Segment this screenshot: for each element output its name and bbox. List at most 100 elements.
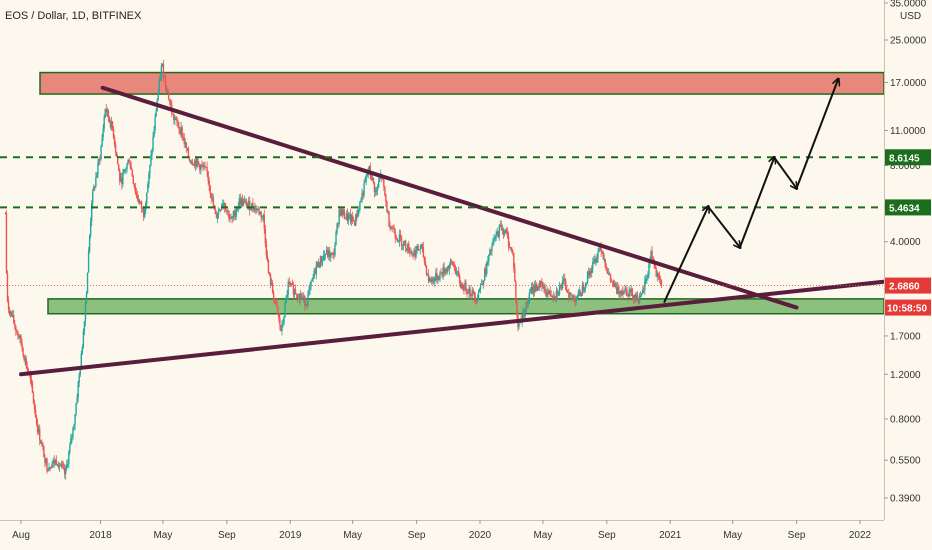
- candle: [163, 75, 166, 78]
- candle: [483, 267, 486, 281]
- candle: [409, 247, 411, 257]
- candle: [33, 399, 36, 414]
- descending-trendline[interactable]: [100, 85, 799, 310]
- candle: [245, 198, 248, 208]
- candle: [244, 198, 247, 205]
- candle: [396, 237, 399, 243]
- candle: [657, 272, 660, 281]
- candle: [228, 210, 230, 222]
- candle: [385, 193, 387, 208]
- candle: [71, 433, 73, 444]
- support-zone[interactable]: [47, 298, 885, 315]
- candle: [164, 74, 167, 92]
- candle: [383, 178, 385, 191]
- candle: [647, 271, 649, 281]
- candle: [417, 244, 419, 252]
- candle: [421, 242, 424, 253]
- candle: [359, 201, 361, 213]
- candle: [166, 88, 169, 94]
- candle: [420, 243, 422, 249]
- candle: [575, 295, 577, 306]
- candle: [462, 282, 464, 291]
- candle: [152, 132, 154, 153]
- candle: [506, 227, 509, 239]
- candle: [168, 99, 171, 106]
- ascending-trendline[interactable]: [19, 279, 893, 377]
- candle: [568, 288, 570, 302]
- candle: [176, 116, 178, 127]
- candle: [346, 208, 349, 224]
- candle: [75, 402, 77, 417]
- candle: [203, 161, 205, 170]
- candle: [470, 293, 472, 300]
- candle: [335, 229, 337, 246]
- x-tick-label: 2018: [89, 530, 112, 541]
- candle: [160, 62, 163, 82]
- candle: [481, 280, 484, 286]
- candle: [550, 290, 552, 297]
- candle: [363, 179, 365, 199]
- candle: [126, 162, 128, 173]
- candle: [191, 158, 194, 166]
- candle: [351, 211, 354, 225]
- candle: [434, 276, 436, 287]
- candle: [566, 285, 568, 293]
- candle: [104, 108, 106, 119]
- projection-arrow-segment[interactable]: [738, 157, 774, 248]
- candle: [357, 207, 359, 218]
- candle: [179, 127, 181, 136]
- candle: [422, 242, 425, 258]
- candle: [567, 289, 569, 294]
- candle: [181, 125, 183, 142]
- candle: [161, 63, 164, 68]
- candle: [345, 210, 348, 221]
- candle: [103, 114, 105, 133]
- candle: [428, 276, 431, 283]
- candle: [451, 260, 454, 266]
- candle: [339, 208, 341, 217]
- candle: [562, 273, 565, 285]
- projection-arrow-segment[interactable]: [773, 156, 796, 188]
- candle: [37, 425, 40, 435]
- candle: [504, 228, 507, 234]
- candle: [114, 141, 117, 156]
- candle: [596, 253, 598, 264]
- projection-arrow-segment[interactable]: [663, 207, 708, 304]
- candle: [324, 253, 327, 260]
- candle: [427, 269, 430, 284]
- y-tick-label: 8.0000: [890, 161, 921, 172]
- candle: [132, 174, 134, 185]
- candle: [478, 287, 481, 293]
- candle: [249, 196, 251, 216]
- candle: [239, 193, 242, 208]
- candle: [153, 125, 155, 138]
- projection-arrow-segment[interactable]: [795, 79, 839, 189]
- candle: [525, 301, 527, 313]
- candle: [267, 258, 270, 274]
- candle: [6, 270, 9, 303]
- candle: [257, 205, 259, 211]
- candle: [624, 285, 626, 293]
- candle: [100, 144, 102, 161]
- candle: [532, 283, 535, 298]
- candle: [189, 159, 192, 164]
- projection-arrow-segment[interactable]: [707, 206, 740, 248]
- candle: [454, 264, 457, 275]
- candle: [607, 267, 610, 276]
- candle: [7, 296, 10, 314]
- candle: [336, 222, 338, 236]
- candle: [358, 205, 360, 216]
- candle: [313, 267, 315, 280]
- candle: [308, 285, 310, 296]
- candle: [552, 291, 555, 302]
- candle: [51, 461, 53, 469]
- candle: [538, 283, 540, 291]
- candle: [162, 59, 165, 83]
- candle: [73, 423, 75, 431]
- candle: [109, 119, 112, 130]
- candle: [493, 233, 495, 245]
- candle: [287, 278, 289, 301]
- candle: [151, 148, 153, 161]
- svg-text:8.6145: 8.6145: [889, 153, 920, 164]
